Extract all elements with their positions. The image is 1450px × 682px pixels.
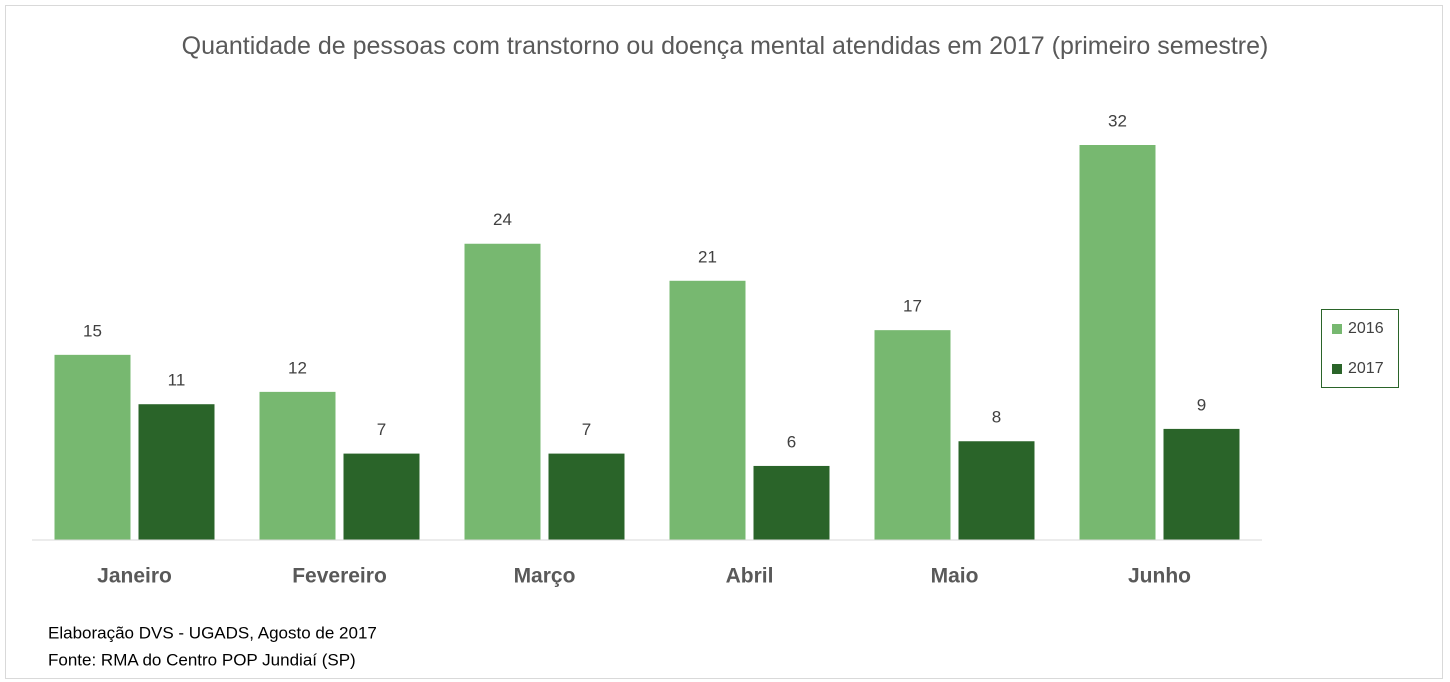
footnote: Elaboração DVS - UGADS, Agosto de 2017: [48, 623, 377, 642]
chart-frame: [5, 5, 1443, 679]
data-label: 7: [582, 420, 591, 439]
data-label: 8: [992, 408, 1001, 427]
data-label: 6: [787, 432, 796, 451]
footnote: Fonte: RMA do Centro POP Jundiaí (SP): [48, 650, 356, 669]
bar: [464, 243, 541, 540]
bar: [669, 280, 746, 540]
chart-title: Quantidade de pessoas com transtorno ou …: [181, 32, 1269, 60]
data-label: 17: [903, 297, 922, 316]
x-tick-label: Janeiro: [97, 565, 172, 588]
data-label: 24: [493, 210, 512, 229]
data-label: 7: [377, 420, 386, 439]
bar: [343, 453, 420, 540]
bar: [54, 354, 131, 540]
data-label: 11: [168, 371, 186, 390]
bar: [548, 453, 625, 540]
legend-label: 2016: [1348, 320, 1384, 337]
bar: [138, 404, 215, 540]
bar: [874, 330, 951, 540]
x-tick-label: Maio: [931, 565, 979, 588]
bar: [1163, 428, 1240, 540]
bar: [259, 391, 336, 540]
legend-swatch: [1332, 364, 1342, 374]
data-label: 12: [288, 358, 307, 377]
bar: [958, 441, 1035, 540]
x-tick-label: Março: [514, 565, 576, 588]
legend-swatch: [1332, 324, 1342, 334]
legend-box: [1321, 309, 1399, 388]
data-label: 32: [1108, 111, 1127, 130]
legend-label: 2017: [1348, 360, 1384, 377]
x-tick-label: Fevereiro: [292, 565, 387, 588]
x-tick-label: Junho: [1128, 565, 1191, 588]
data-label: 15: [83, 321, 102, 340]
x-tick-label: Abril: [726, 565, 774, 588]
bar: [1079, 145, 1156, 540]
data-label: 9: [1197, 395, 1206, 414]
data-label: 21: [698, 247, 717, 266]
bar: [753, 465, 830, 540]
